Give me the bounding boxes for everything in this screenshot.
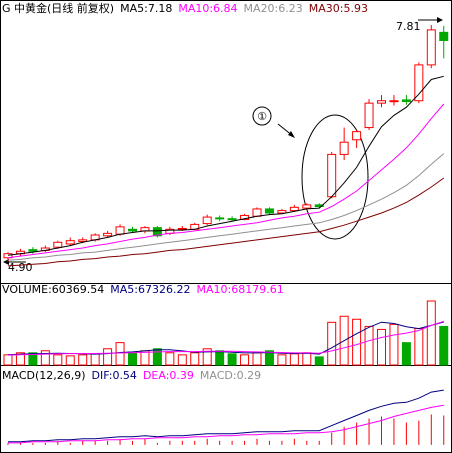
candle-body (264, 208, 274, 214)
indicator-line (8, 404, 444, 444)
candle-body (352, 131, 362, 141)
candle-body (103, 232, 113, 237)
indicator-line (7, 320, 444, 356)
legend-entry: MA5:67326.22 (110, 283, 190, 296)
candle-body (128, 228, 137, 232)
volume-bar (227, 353, 237, 366)
candle-body (53, 241, 63, 248)
indicator-line (7, 75, 444, 256)
price-header: G 中黄金(日线 前复权) MA5:7.18 MA10:6.84 MA20:6.23 M… (2, 1, 368, 15)
legend-entry: MACD:0.29 (200, 369, 261, 382)
candle-body (302, 204, 312, 209)
volume-bar (28, 352, 38, 366)
candle-body (364, 102, 374, 129)
volume-bar (40, 350, 50, 366)
legend-entry: DEA:0.39 (143, 369, 194, 382)
volume-bar (302, 352, 312, 366)
candle-body (152, 227, 162, 237)
arrow-head (437, 17, 443, 23)
candle-body (277, 210, 287, 214)
chart-title: MACD(12,26,9) (2, 369, 86, 382)
volume-bar (90, 353, 100, 366)
volume-bar (78, 354, 88, 366)
volume-bar (252, 352, 262, 366)
volume-header: VOLUME:60369.54 MA5:67326.22 MA10:68179.61 (2, 283, 284, 296)
volume-bar (128, 352, 137, 366)
price-panel (3, 25, 449, 267)
candle-body (177, 227, 187, 230)
volume-bar (289, 353, 299, 366)
candle-body (401, 99, 411, 103)
legend-entry: DIF:0.54 (92, 369, 137, 382)
volume-bar (264, 350, 274, 366)
candle-body (215, 217, 225, 220)
indicator-line (7, 153, 445, 261)
volume-bar (352, 318, 362, 366)
volume-bar (152, 348, 162, 366)
volume-bar (190, 352, 200, 366)
volume-bar (240, 354, 250, 366)
candle-body (389, 100, 399, 103)
volume-bar (165, 352, 175, 366)
legend-entry: MA30:5.93 (309, 2, 368, 15)
indicator-line (7, 177, 445, 267)
volume-bar (314, 356, 324, 366)
annotation: 4.90 (8, 261, 33, 274)
candle-body (377, 100, 386, 104)
chart-title: VOLUME:60369.54 (2, 283, 104, 296)
indicator-line (7, 103, 445, 259)
candle-body (426, 29, 436, 66)
volume-bar (177, 354, 187, 366)
candle-body (252, 208, 262, 217)
volume-bar (103, 348, 113, 366)
candle-body (78, 239, 88, 242)
marker-circle (252, 106, 272, 126)
volume-bar (277, 354, 287, 366)
volume-bar (439, 325, 449, 366)
annotation: 7.81 (396, 20, 421, 33)
candle-body (327, 153, 337, 198)
candle-body (65, 240, 75, 245)
legend-entry: MA10:68179.61 (196, 283, 283, 296)
highlight-ellipse (301, 114, 369, 240)
volume-bar (377, 328, 386, 366)
volume-bar (426, 300, 436, 366)
volume-bar (3, 354, 13, 366)
volume-bar (327, 321, 337, 366)
chart-title: G 中黄金(日线 前复权) (2, 1, 114, 15)
candle-body (414, 64, 424, 102)
volume-panel (3, 300, 449, 366)
arrow-head (288, 131, 295, 138)
volume-bar (364, 325, 374, 366)
volume-bar (202, 348, 212, 366)
candle-body (314, 204, 324, 208)
volume-bar (401, 342, 411, 366)
indicator-line (8, 389, 444, 443)
volume-bar (215, 350, 225, 366)
candle-body (227, 218, 237, 221)
macd-header: MACD(12,26,9) DIF:0.54 DEA:0.39 MACD:0.29 (2, 369, 261, 382)
candle-body (202, 216, 212, 225)
volume-bar (53, 354, 63, 366)
candle-body (439, 31, 449, 41)
candle-body (115, 226, 125, 235)
candle-body (289, 206, 299, 212)
volume-bar (389, 323, 399, 366)
candle-body (28, 249, 38, 252)
volume-bar (65, 355, 75, 366)
volume-bar (15, 352, 25, 366)
annotation: ① (257, 110, 267, 123)
legend-entry: MA5:7.18 (120, 2, 172, 15)
legend-entry: MA20:6.23 (244, 2, 303, 15)
legend-entry: MA10:6.84 (178, 2, 237, 15)
macd-panel (7, 389, 445, 445)
candle-body (339, 141, 349, 155)
volume-bar (414, 327, 424, 366)
volume-bar (115, 342, 125, 366)
